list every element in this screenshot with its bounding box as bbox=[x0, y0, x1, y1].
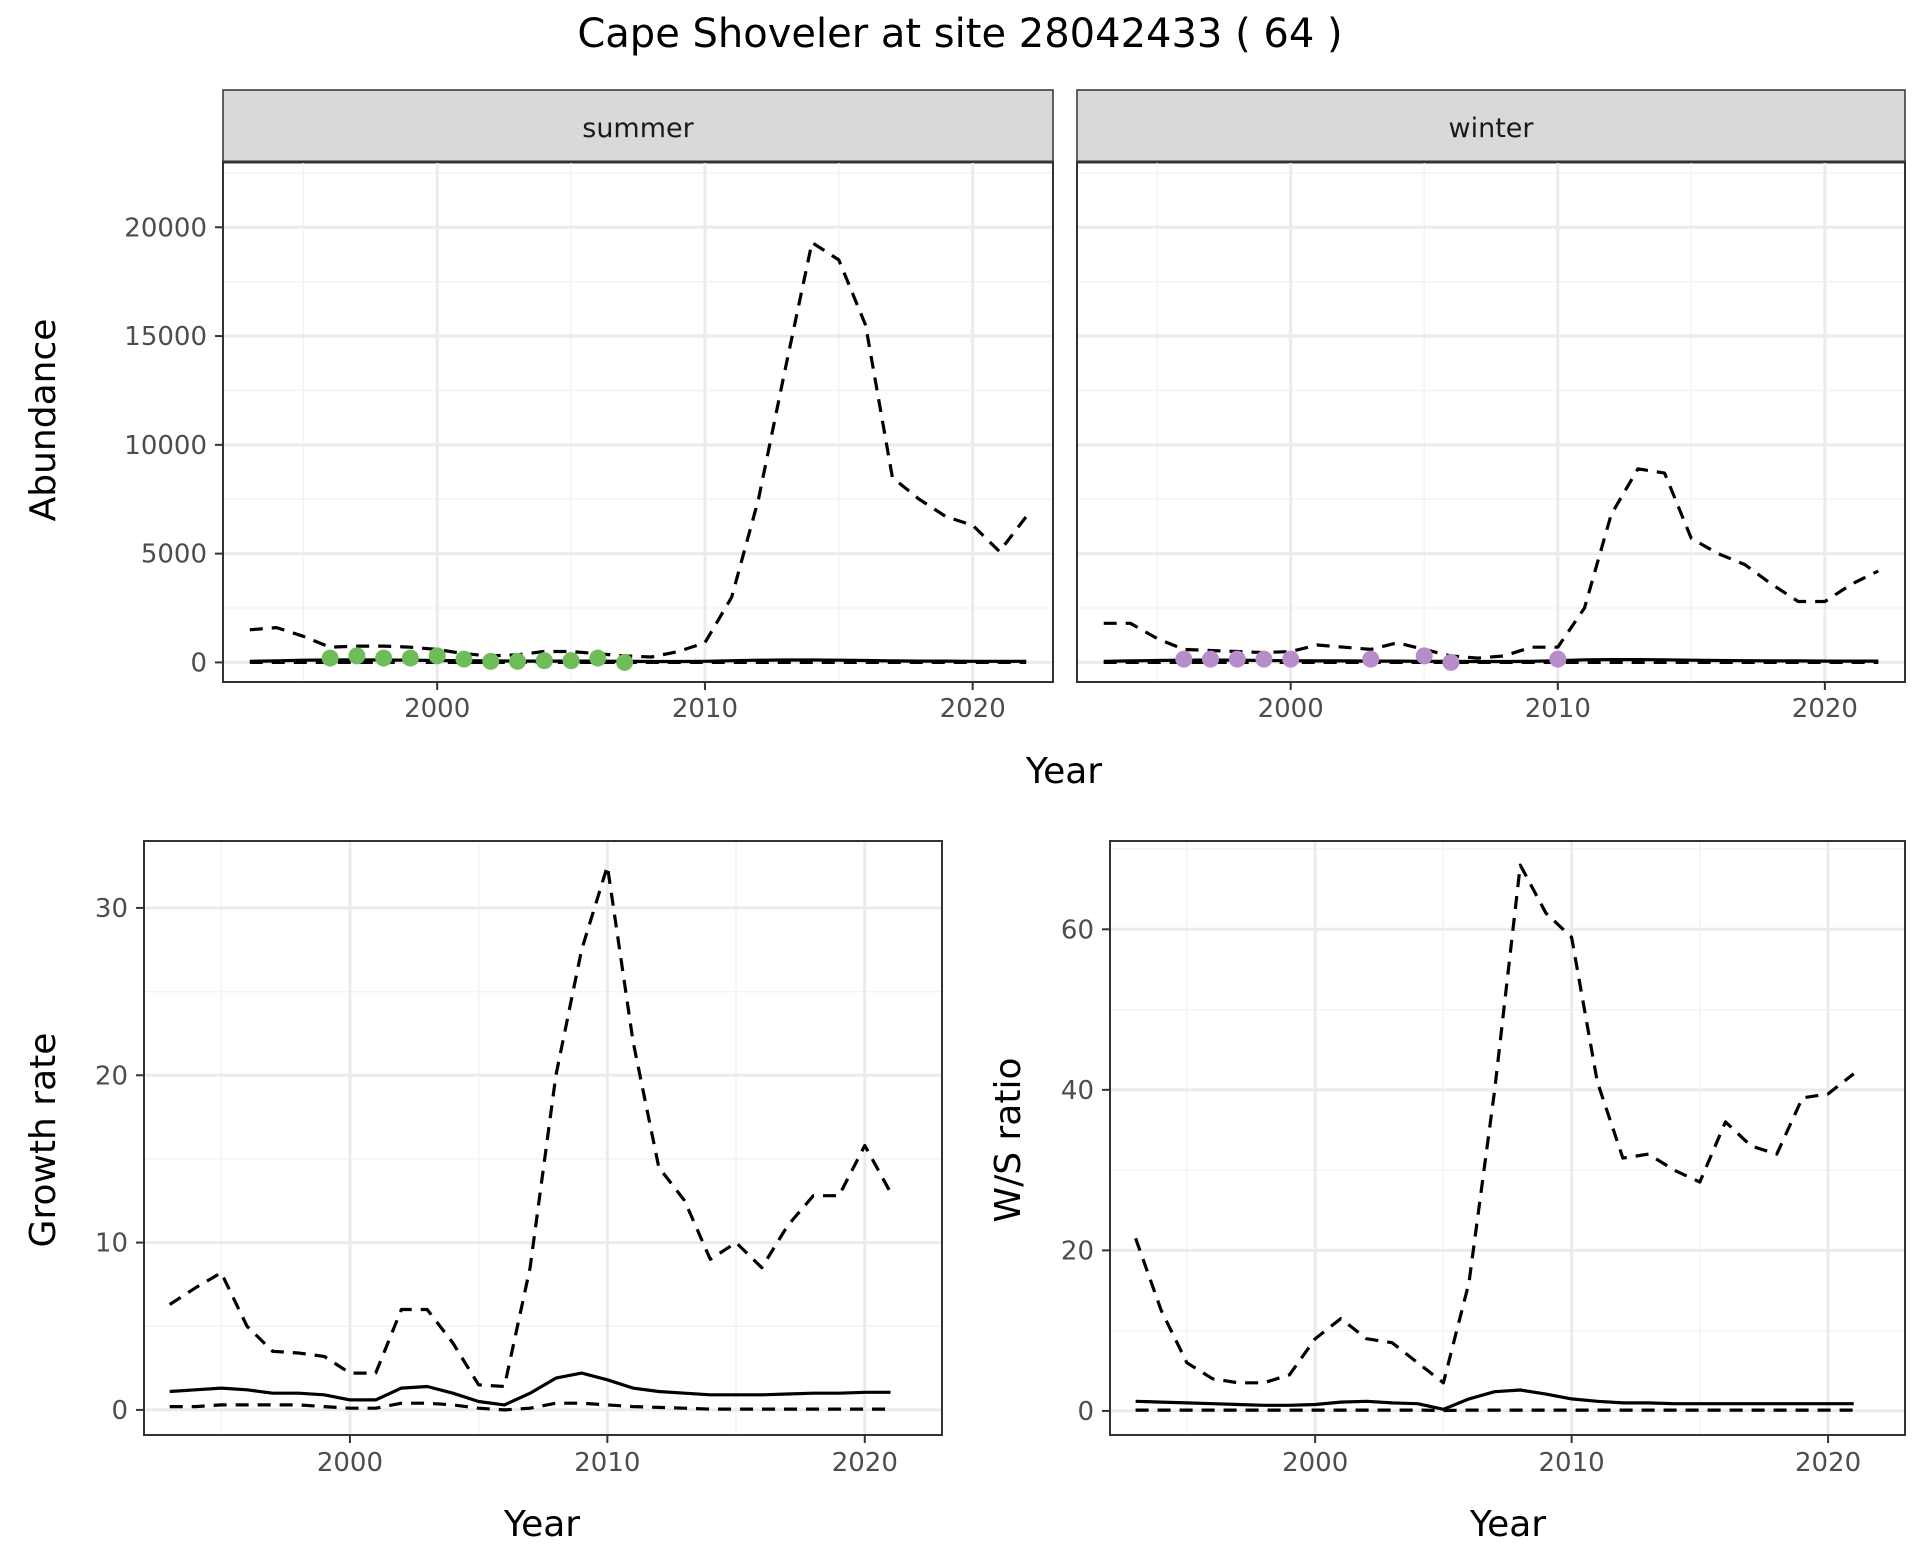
y-tick-label: 0 bbox=[190, 648, 207, 678]
x-tick-label: 2020 bbox=[940, 694, 1006, 724]
y-tick-label: 10 bbox=[95, 1229, 128, 1259]
plot-area bbox=[1076, 161, 1906, 683]
y-tick-label: 10000 bbox=[124, 431, 207, 461]
panel-growth-rate: 2000 2010 2020 0 10 20 30 Growth rate Year bbox=[23, 840, 943, 1545]
gridlines bbox=[144, 841, 942, 1435]
data-point bbox=[375, 649, 393, 667]
data-point bbox=[321, 649, 339, 667]
plot-area bbox=[143, 840, 943, 1436]
x-axis-title-top: Year bbox=[1025, 751, 1102, 792]
data-point bbox=[589, 649, 607, 667]
data-point bbox=[1415, 647, 1433, 665]
panel-summer-abundance: summer 2000 2010 2020 0 5000 10000 15000 20000… bbox=[23, 89, 1054, 724]
x-tick-label: 2000 bbox=[1258, 694, 1324, 724]
x-axis-ticks: 2000 2010 2020 bbox=[1282, 1435, 1861, 1478]
y-tick-label: 0 bbox=[1077, 1397, 1094, 1427]
figure-title: Cape Shoveler at site 28042433 ( 64 ) bbox=[577, 11, 1342, 57]
x-tick-label: 2010 bbox=[672, 694, 738, 724]
y-axis-title: Growth rate bbox=[23, 1033, 64, 1248]
data-point bbox=[1442, 653, 1460, 671]
data-point bbox=[1549, 650, 1567, 668]
data-point bbox=[1282, 650, 1300, 668]
y-tick-label: 40 bbox=[1061, 1076, 1094, 1106]
data-point bbox=[455, 650, 473, 668]
facet-strip-summer bbox=[222, 89, 1054, 163]
plot-area bbox=[1109, 840, 1906, 1436]
data-point bbox=[562, 652, 580, 670]
data-point bbox=[428, 647, 446, 665]
series-line-mid bbox=[1135, 1388, 1854, 1411]
data-point bbox=[1202, 650, 1220, 668]
panel-ws-ratio: 2000 2010 2020 0 20 40 60 W/S ratio Year bbox=[988, 840, 1906, 1545]
panel-border bbox=[1109, 840, 1906, 1436]
x-tick-label: 2010 bbox=[1525, 694, 1591, 724]
data-point bbox=[1175, 650, 1193, 668]
data-point bbox=[348, 647, 366, 665]
y-axis-ticks: 0 5000 10000 15000 20000 bbox=[124, 213, 223, 678]
y-axis-title: W/S ratio bbox=[988, 1057, 1029, 1222]
x-axis-ticks: 2000 2010 2020 bbox=[1258, 682, 1858, 724]
x-axis-title: Year bbox=[1469, 1504, 1546, 1545]
data-point bbox=[401, 649, 419, 667]
panel-winter-abundance: winter 2000 2010 2020 bbox=[1076, 89, 1906, 724]
panel-border bbox=[1076, 161, 1906, 683]
data-point bbox=[1228, 650, 1246, 668]
y-tick-label: 20 bbox=[95, 1061, 128, 1091]
x-tick-label: 2010 bbox=[574, 1448, 640, 1478]
facet-label-winter: winter bbox=[1449, 113, 1535, 144]
facet-label-summer: summer bbox=[582, 113, 694, 144]
data-point bbox=[482, 652, 500, 670]
series-line-mid bbox=[169, 1371, 891, 1407]
facet-strip-winter bbox=[1076, 89, 1906, 163]
x-tick-label: 2020 bbox=[1795, 1448, 1861, 1478]
x-tick-label: 2010 bbox=[1539, 1448, 1605, 1478]
data-point bbox=[1255, 650, 1273, 668]
y-tick-label: 20000 bbox=[124, 213, 207, 243]
x-axis-ticks: 2000 2010 2020 bbox=[317, 1435, 898, 1478]
series-line-upper bbox=[1103, 467, 1880, 660]
x-tick-label: 2000 bbox=[1282, 1448, 1348, 1478]
plot-area bbox=[222, 161, 1054, 683]
y-tick-label: 0 bbox=[111, 1396, 128, 1426]
panel-border bbox=[143, 840, 943, 1436]
y-axis-ticks: 0 10 20 30 bbox=[95, 894, 144, 1426]
series-line-upper bbox=[249, 240, 1028, 659]
y-axis-ticks: 0 20 40 60 bbox=[1061, 915, 1110, 1427]
y-tick-label: 30 bbox=[95, 894, 128, 924]
x-axis-title: Year bbox=[503, 1504, 580, 1545]
data-point bbox=[535, 652, 553, 670]
data-point bbox=[509, 652, 527, 670]
x-tick-label: 2000 bbox=[404, 694, 470, 724]
series-line-upper bbox=[168, 864, 892, 1389]
y-tick-label: 20 bbox=[1061, 1236, 1094, 1266]
y-tick-label: 15000 bbox=[124, 322, 207, 352]
x-tick-label: 2020 bbox=[832, 1448, 898, 1478]
y-tick-label: 60 bbox=[1061, 915, 1094, 945]
y-tick-label: 5000 bbox=[141, 540, 207, 570]
x-axis-ticks: 2000 2010 2020 bbox=[404, 682, 1006, 724]
series-line-upper bbox=[1134, 863, 1855, 1385]
data-point bbox=[1362, 650, 1380, 668]
x-tick-label: 2000 bbox=[317, 1448, 383, 1478]
panel-border bbox=[222, 161, 1054, 683]
data-point bbox=[616, 653, 634, 671]
x-tick-label: 2020 bbox=[1792, 694, 1858, 724]
y-axis-title: Abundance bbox=[23, 319, 64, 522]
series-line-lower bbox=[169, 1401, 891, 1412]
